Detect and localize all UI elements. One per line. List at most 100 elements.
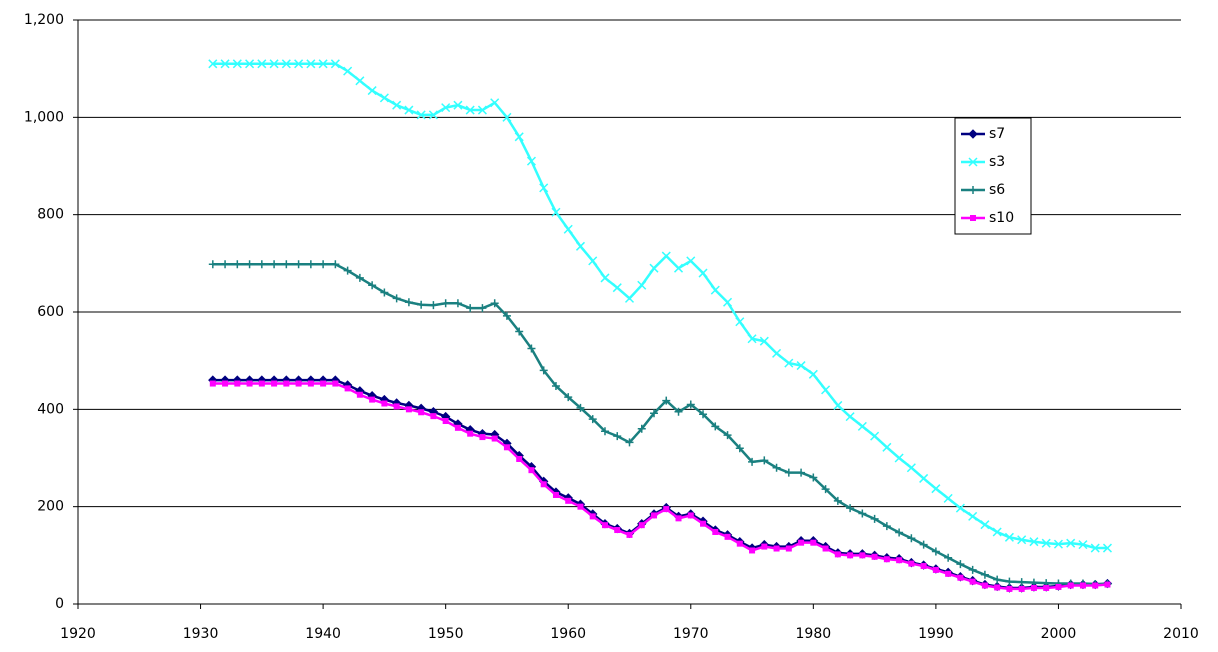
marker (871, 553, 878, 560)
marker (1078, 540, 1088, 550)
y-tick-label: 800 (37, 207, 64, 223)
marker (257, 59, 267, 69)
marker (577, 503, 584, 510)
marker (931, 484, 941, 494)
x-tick-label: 2000 (1041, 626, 1077, 642)
marker (343, 66, 353, 76)
marker (393, 403, 400, 410)
marker (466, 304, 475, 313)
marker (932, 566, 939, 573)
marker (638, 522, 645, 529)
marker (785, 545, 792, 552)
marker (612, 283, 622, 293)
marker (699, 410, 708, 419)
marker (257, 260, 266, 269)
marker (516, 455, 523, 462)
marker (355, 273, 364, 282)
marker (539, 366, 548, 375)
marker (222, 380, 229, 387)
marker (735, 444, 744, 453)
marker (551, 207, 561, 217)
marker (234, 380, 241, 387)
marker (994, 584, 1001, 591)
marker (477, 105, 487, 115)
marker (564, 393, 573, 402)
marker (686, 400, 695, 409)
marker (233, 260, 242, 269)
marker (908, 560, 915, 567)
marker (576, 403, 585, 412)
marker (208, 260, 217, 269)
marker (700, 520, 707, 527)
marker (331, 260, 340, 269)
marker (798, 539, 805, 546)
marker (601, 522, 608, 529)
marker (759, 336, 769, 346)
legend-label: s10 (989, 210, 1014, 226)
marker (1066, 538, 1076, 548)
marker (736, 540, 743, 547)
y-tick-label: 200 (37, 499, 64, 515)
legend-marker (970, 215, 976, 221)
marker (490, 299, 499, 308)
x-tick-label: 1980 (796, 626, 832, 642)
marker (491, 435, 498, 442)
marker (392, 100, 402, 110)
marker (392, 294, 401, 303)
x-tick-label: 2010 (1163, 626, 1199, 642)
marker (749, 547, 756, 554)
legend-marker (968, 157, 978, 167)
marker (540, 481, 547, 488)
marker (993, 575, 1002, 584)
marker (907, 534, 916, 543)
marker (882, 442, 892, 452)
marker (931, 547, 940, 556)
marker (797, 468, 806, 477)
marker (674, 407, 683, 416)
marker (625, 438, 634, 447)
marker (220, 59, 230, 69)
marker (294, 59, 304, 69)
marker (723, 297, 733, 307)
marker (980, 520, 990, 530)
marker (1030, 584, 1037, 591)
legend-label: s3 (989, 154, 1005, 170)
marker (821, 385, 831, 395)
marker (232, 59, 242, 69)
marker (417, 300, 426, 309)
marker (1104, 581, 1111, 588)
marker (589, 513, 596, 520)
marker (514, 132, 524, 142)
marker (1006, 585, 1013, 592)
marker (906, 463, 916, 473)
marker (919, 540, 928, 549)
marker (453, 100, 463, 110)
marker (772, 348, 782, 358)
marker (992, 527, 1002, 537)
marker (661, 251, 671, 261)
marker (662, 396, 671, 405)
marker (834, 551, 841, 558)
marker (808, 369, 818, 379)
marker (320, 380, 327, 387)
marker (614, 527, 621, 534)
marker (663, 506, 670, 513)
marker (441, 299, 450, 308)
marker (651, 512, 658, 519)
marker (723, 431, 732, 440)
marker (416, 110, 426, 120)
legend-marker (969, 186, 977, 194)
marker (381, 400, 388, 407)
x-tick-label: 1920 (60, 626, 96, 642)
marker (712, 528, 719, 535)
marker (919, 473, 929, 483)
marker (565, 497, 572, 504)
y-tick-label: 400 (37, 401, 64, 417)
marker (294, 260, 303, 269)
marker (673, 263, 684, 273)
marker (1043, 584, 1050, 591)
marker (857, 421, 867, 431)
marker (882, 522, 891, 531)
marker (600, 273, 610, 283)
marker (428, 110, 438, 120)
